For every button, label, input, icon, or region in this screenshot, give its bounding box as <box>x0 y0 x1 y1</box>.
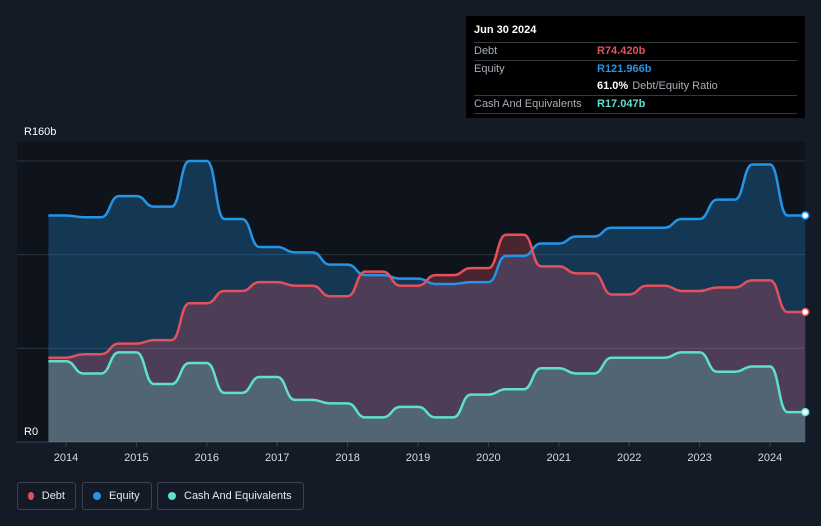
x-axis-labels: 2014 2015 2016 2017 2018 2019 2020 2021 2022 2023… <box>54 442 782 464</box>
tooltip-row-equity: Equity R121.966b <box>474 60 797 78</box>
x-tick-label: 2017 <box>265 452 289 464</box>
tooltip-equity-value: R121.966b <box>597 63 652 75</box>
tooltip-cash-label: Cash And Equivalents <box>474 98 582 110</box>
legend-cash-label: Cash And Equivalents <box>184 490 292 502</box>
legend-item-debt[interactable]: Debt <box>17 482 76 510</box>
equity-end-marker <box>800 211 810 220</box>
tooltip-equity-label: Equity <box>474 63 505 75</box>
y-tick-label: R0 <box>24 426 38 438</box>
equity-area <box>48 161 806 442</box>
x-tick-label: 2019 <box>406 452 430 464</box>
equity-dot-icon <box>93 492 101 500</box>
tooltip-date: Jun 30 2024 <box>474 24 537 36</box>
y-axis-labels: R160b R0 <box>24 126 56 438</box>
tooltip-ratio-label: Debt/Equity Ratio <box>632 80 718 92</box>
data-tooltip: Jun 30 2024 Debt R74.420b Equity R121.96… <box>466 16 805 118</box>
x-tick-label: 2016 <box>195 452 219 464</box>
tooltip-ratio-value: 61.0% <box>597 80 629 92</box>
series-lines <box>48 159 806 419</box>
tooltip-row-debt: Debt R74.420b <box>474 42 797 60</box>
y-tick-label: R160b <box>24 126 56 138</box>
x-tick-label: 2021 <box>547 452 571 464</box>
series-areas <box>48 161 806 442</box>
legend-debt-label: Debt <box>41 490 65 502</box>
plot-background <box>17 142 805 442</box>
legend-item-equity[interactable]: Equity <box>82 482 152 510</box>
tooltip-debt-value: R74.420b <box>597 45 646 57</box>
tooltip-debt-label: Debt <box>474 45 498 57</box>
debt-line <box>48 233 806 359</box>
legend-item-cash[interactable]: Cash And Equivalents <box>157 482 304 510</box>
cash-area <box>48 352 806 442</box>
grid-lines <box>17 142 805 443</box>
x-tick-label: 2022 <box>617 452 641 464</box>
cash-line <box>48 351 806 419</box>
x-tick-label: 2024 <box>758 452 782 464</box>
debt-dot-icon <box>28 492 34 500</box>
x-tick-label: 2018 <box>335 452 359 464</box>
debt-end-marker <box>800 307 810 317</box>
x-tick-label: 2023 <box>687 452 711 464</box>
cash-end-marker <box>800 407 810 417</box>
end-markers <box>800 211 810 417</box>
tooltip-cash-value: R17.047b <box>597 98 646 110</box>
cash-dot-icon <box>168 492 176 500</box>
debt-area <box>48 234 806 442</box>
x-tick-label: 2014 <box>54 452 78 464</box>
legend-equity-label: Equity <box>109 490 140 502</box>
tooltip-row-ratio: 61.0% Debt/Equity Ratio <box>474 78 797 95</box>
x-tick-label: 2020 <box>476 452 500 464</box>
tooltip-row-cash: Cash And Equivalents R17.047b <box>474 95 797 114</box>
x-tick-label: 2015 <box>124 452 148 464</box>
